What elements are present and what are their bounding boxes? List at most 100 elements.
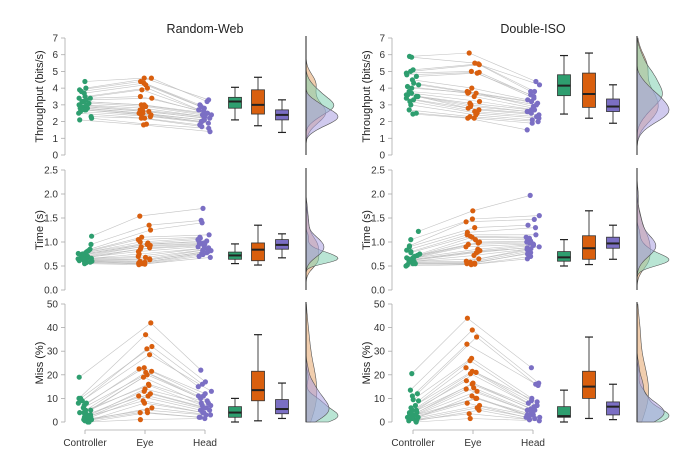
point-head bbox=[524, 127, 530, 133]
panel-title-double-iso: Double-ISO bbox=[500, 22, 566, 36]
point-head bbox=[528, 365, 535, 371]
point-eye bbox=[136, 262, 142, 268]
point-head bbox=[207, 129, 213, 135]
point-eye bbox=[476, 98, 483, 105]
point-head bbox=[535, 382, 541, 388]
point-controller bbox=[409, 54, 415, 60]
boxplot-controller bbox=[557, 239, 571, 267]
point-controller bbox=[75, 400, 81, 406]
y-tick-label: 7 bbox=[379, 34, 385, 45]
point-controller bbox=[415, 398, 422, 404]
point-head bbox=[533, 232, 539, 238]
panel-title-random-web: Random-Web bbox=[167, 22, 244, 36]
point-controller bbox=[408, 250, 414, 256]
point-controller bbox=[88, 407, 94, 413]
point-eye bbox=[463, 378, 469, 384]
point-eye bbox=[149, 343, 155, 350]
density-plot bbox=[305, 168, 339, 290]
point-eye bbox=[147, 114, 153, 120]
density-plot bbox=[636, 36, 670, 155]
point-eye bbox=[137, 410, 143, 416]
point-head bbox=[207, 115, 213, 121]
point-eye bbox=[474, 334, 480, 340]
y-tick-label: 2.0 bbox=[44, 190, 58, 201]
point-controller bbox=[407, 387, 413, 393]
boxplot-eye bbox=[251, 76, 265, 127]
boxplot-head bbox=[606, 224, 620, 260]
point-controller bbox=[89, 233, 95, 239]
y-tick-label: 6 bbox=[52, 50, 58, 61]
point-eye bbox=[469, 216, 475, 222]
point-head bbox=[531, 216, 537, 222]
box bbox=[606, 98, 620, 112]
boxplot-eye bbox=[582, 210, 596, 266]
point-head bbox=[532, 225, 539, 231]
y-axis-title: Time (s) bbox=[34, 210, 46, 250]
point-eye bbox=[147, 227, 154, 233]
density-plot bbox=[636, 302, 670, 423]
panel-1-row-throughput: 0 1 2 3 4 5 6 7 Throughput (bits/s) bbox=[361, 34, 670, 162]
point-controller bbox=[408, 237, 414, 243]
point-controller bbox=[87, 95, 93, 101]
boxplot-controller bbox=[228, 86, 242, 121]
participant-line bbox=[79, 89, 199, 111]
point-controller bbox=[410, 397, 416, 403]
point-head bbox=[528, 110, 534, 116]
point-head bbox=[200, 205, 206, 211]
point-eye bbox=[463, 219, 469, 225]
boxplot-eye bbox=[582, 336, 596, 420]
participant-line bbox=[413, 357, 532, 400]
point-controller bbox=[82, 107, 88, 113]
y-tick-label: 6 bbox=[379, 50, 385, 61]
point-eye bbox=[147, 245, 153, 251]
y-tick-label: 50 bbox=[374, 300, 386, 311]
y-tick-label: 0.0 bbox=[371, 286, 385, 297]
y-axis-title: Miss (%) bbox=[34, 342, 46, 385]
y-axis-title: Throughput (bits/s) bbox=[361, 50, 373, 142]
point-eye bbox=[468, 262, 474, 268]
point-eye bbox=[467, 358, 473, 364]
point-eye bbox=[149, 368, 155, 374]
panel-0-row-throughput: 0 1 2 3 4 5 6 7 Throughput (bits/s) bbox=[34, 34, 339, 162]
boxplot-controller bbox=[557, 389, 571, 423]
participant-line bbox=[91, 208, 204, 237]
point-head bbox=[534, 399, 540, 405]
point-head bbox=[196, 253, 202, 259]
point-controller bbox=[404, 72, 410, 78]
point-controller bbox=[86, 419, 92, 425]
point-controller bbox=[412, 402, 418, 409]
point-eye bbox=[463, 386, 469, 392]
point-head bbox=[204, 250, 210, 256]
box bbox=[606, 401, 620, 416]
point-eye bbox=[137, 213, 143, 219]
x-tick-label-eye: Eye bbox=[136, 438, 154, 449]
participant-line bbox=[87, 412, 201, 423]
point-eye bbox=[469, 327, 475, 333]
point-eye bbox=[142, 254, 149, 260]
point-head bbox=[207, 407, 213, 413]
box bbox=[251, 89, 265, 115]
point-head bbox=[208, 402, 214, 409]
point-head bbox=[533, 78, 539, 85]
y-tick-label: 3 bbox=[379, 100, 385, 111]
point-controller bbox=[410, 261, 416, 267]
point-controller bbox=[404, 247, 410, 253]
y-tick-label: 2 bbox=[52, 117, 58, 128]
point-eye bbox=[469, 85, 475, 91]
point-controller bbox=[82, 261, 88, 267]
point-head bbox=[532, 415, 538, 422]
y-tick-label: 0.0 bbox=[44, 286, 58, 297]
panel-1-row-time: 0.0 0.5 1.0 1.5 2.0 2.5 Time (s) bbox=[361, 166, 670, 297]
participant-line bbox=[417, 336, 536, 394]
point-eye bbox=[138, 115, 144, 121]
point-eye bbox=[464, 315, 470, 321]
boxplot-head bbox=[275, 99, 289, 134]
x-tick-label-eye: Eye bbox=[464, 438, 482, 449]
y-tick-label: 7 bbox=[52, 34, 58, 45]
boxplot-eye bbox=[582, 52, 596, 119]
point-head bbox=[195, 384, 201, 390]
point-eye bbox=[467, 415, 473, 422]
point-eye bbox=[140, 374, 147, 380]
point-head bbox=[528, 98, 535, 105]
